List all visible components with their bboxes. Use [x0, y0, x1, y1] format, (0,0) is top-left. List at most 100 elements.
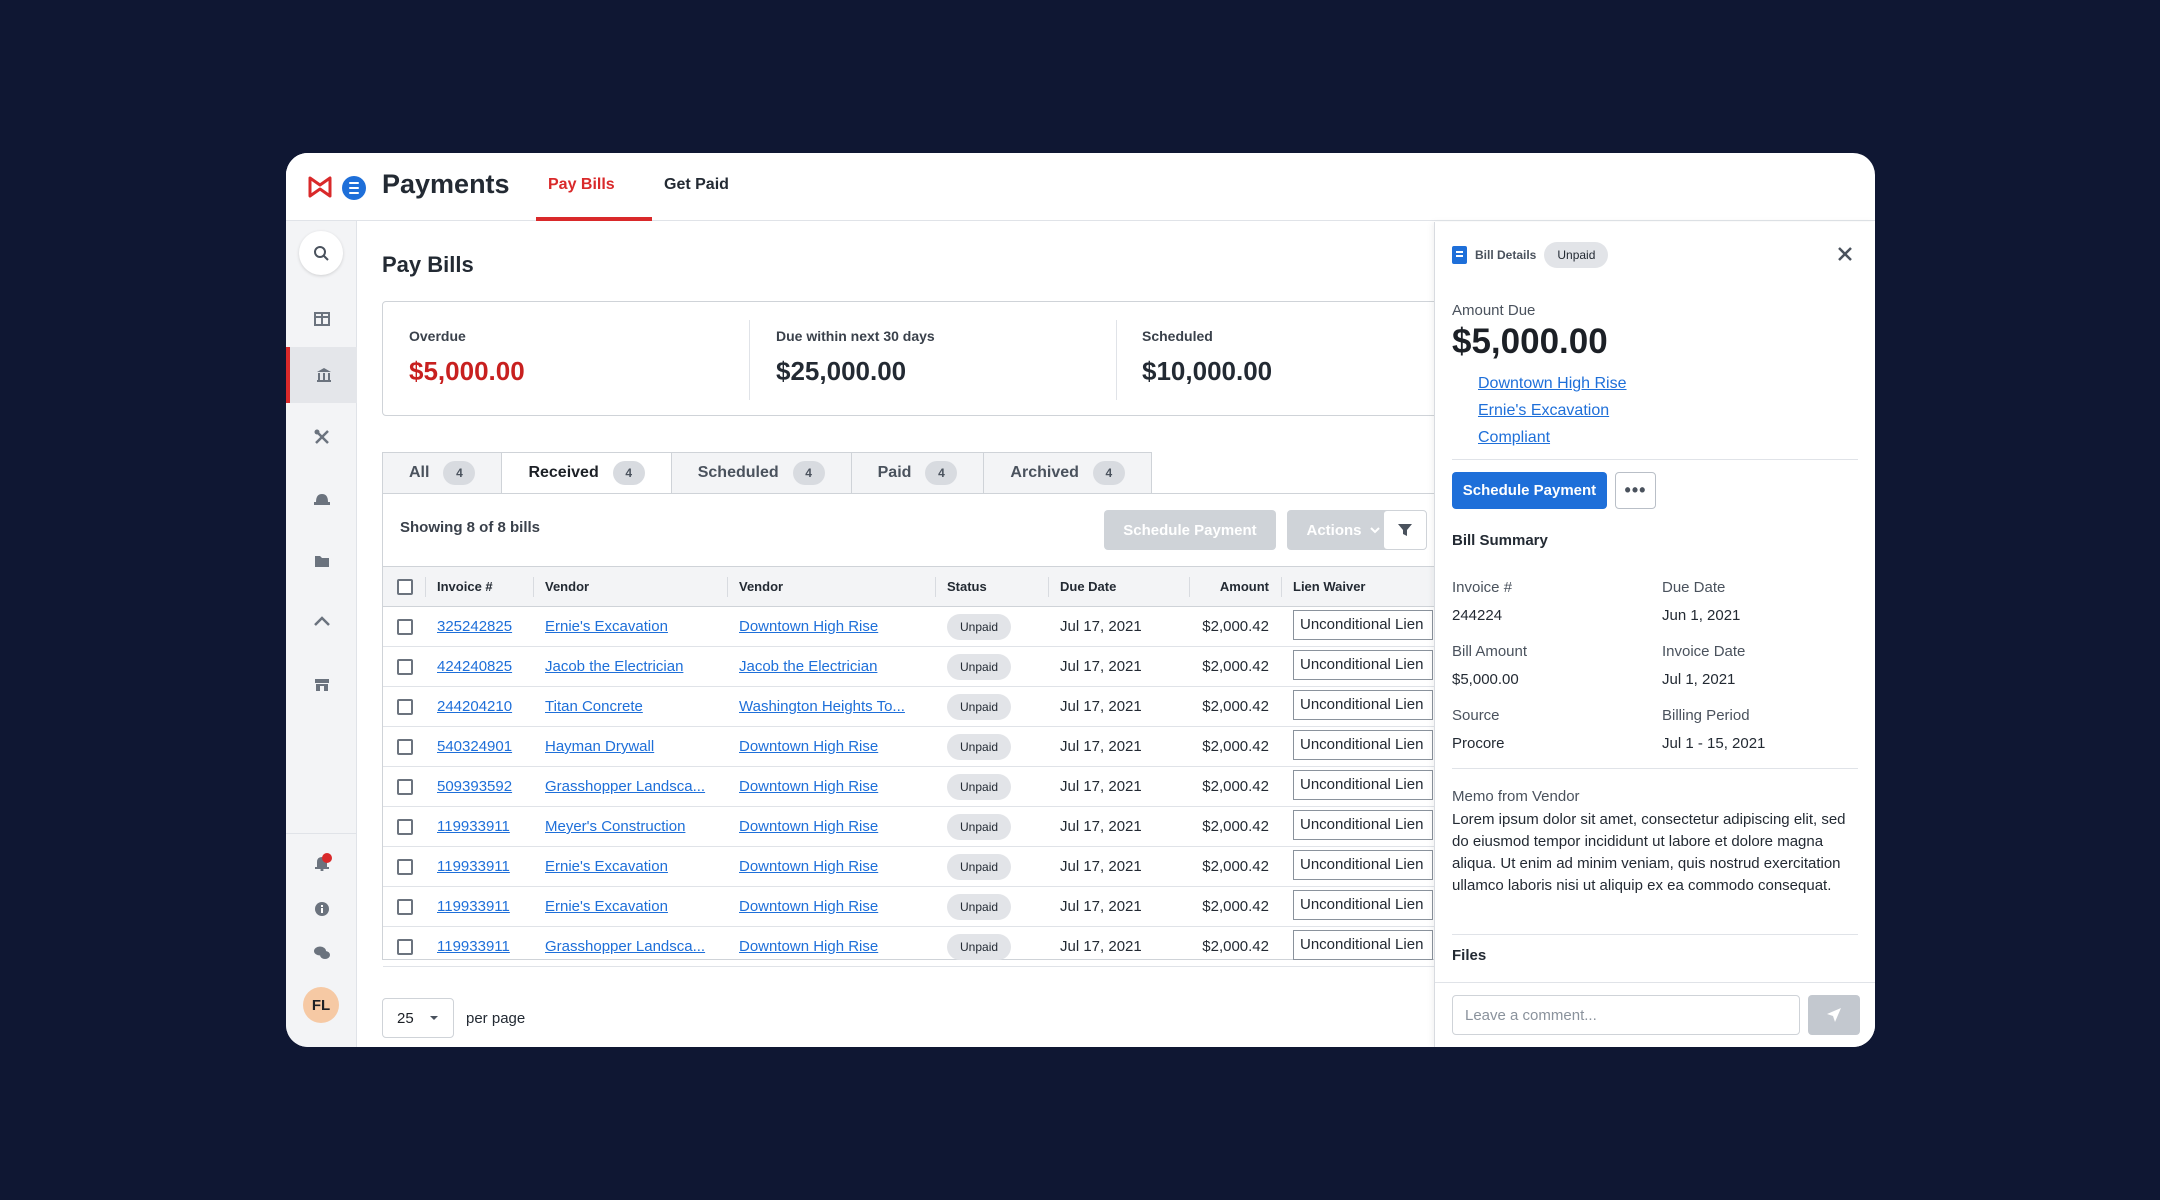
col-amount[interactable]: Amount	[1189, 566, 1281, 607]
lien-waiver-select[interactable]: Unconditional Lien	[1293, 609, 1433, 640]
due-date-cell: Jul 17, 2021	[1060, 818, 1142, 835]
comment-input[interactable]	[1452, 995, 1800, 1035]
lien-waiver-select[interactable]: Unconditional Lien	[1293, 649, 1433, 680]
tab-pay-bills[interactable]: Pay Bills	[548, 176, 615, 193]
filter-tab-received[interactable]: Received 4	[501, 452, 671, 494]
vendor-link[interactable]: Grasshopper Landsca...	[545, 778, 706, 795]
table-row[interactable]: 119933911 Meyer's Construction Downtown Hi…	[383, 807, 1721, 847]
table-row[interactable]: 244204210 Titan Concrete Washington Height…	[383, 687, 1721, 727]
col-status[interactable]: Status	[935, 566, 1048, 607]
project-link[interactable]: Downtown High Rise	[739, 898, 879, 915]
vendor-link[interactable]: Ernie's Excavation	[1478, 402, 1610, 419]
vendor-link[interactable]: Meyer's Construction	[545, 818, 686, 835]
rail-item-dashboard[interactable]	[286, 291, 357, 347]
per-page-select[interactable]: 25	[382, 998, 454, 1038]
lien-waiver-select[interactable]: Unconditional Lien	[1293, 689, 1433, 720]
user-avatar[interactable]: FL	[303, 987, 339, 1023]
rail-item-payments[interactable]	[286, 347, 357, 403]
filter-tab-all[interactable]: All 4	[382, 452, 502, 494]
filter-tab-paid[interactable]: Paid 4	[850, 452, 984, 494]
rail-item-projects[interactable]	[286, 595, 357, 651]
invoice-link[interactable]: 244204210	[437, 698, 513, 715]
col-project[interactable]: Vendor	[727, 566, 935, 607]
invoice-link[interactable]: 119933911	[437, 898, 510, 915]
project-link[interactable]: Jacob the Electrician	[739, 658, 878, 675]
schedule-payment-button[interactable]: Schedule Payment	[1452, 472, 1607, 509]
project-link[interactable]: Downtown High Rise	[739, 618, 879, 635]
row-checkbox[interactable]	[397, 899, 413, 916]
row-checkbox[interactable]	[397, 699, 413, 716]
bill-details-panel: Bill Details Unpaid Amount Due $5,000.00…	[1434, 222, 1875, 1047]
due-date-cell: Jul 17, 2021	[1060, 858, 1142, 875]
close-panel-button[interactable]	[1831, 240, 1859, 268]
lien-waiver-select[interactable]: Unconditional Lien	[1293, 929, 1433, 960]
schedule-payment-bulk-button[interactable]: Schedule Payment	[1104, 510, 1276, 550]
project-link[interactable]: Downtown High Rise	[739, 858, 879, 875]
table-row[interactable]: 509393592 Grasshopper Landsca... Downtown …	[383, 767, 1721, 807]
rail-item-help[interactable]	[286, 881, 357, 937]
col-invoice[interactable]: Invoice #	[425, 566, 533, 607]
panel-links: Downtown High Rise Ernie's Excavation Co…	[1478, 375, 1627, 447]
lien-waiver-select[interactable]: Unconditional Lien	[1293, 889, 1433, 920]
invoice-link[interactable]: 424240825	[437, 658, 513, 675]
select-all-checkbox[interactable]	[397, 578, 413, 595]
filter-tab-archived[interactable]: Archived 4	[983, 452, 1152, 494]
row-checkbox[interactable]	[397, 819, 413, 836]
col-due-date[interactable]: Due Date	[1048, 566, 1189, 607]
vendor-link[interactable]: Ernie's Excavation	[545, 858, 668, 875]
rail-item-tools[interactable]	[286, 409, 357, 465]
invoice-link[interactable]: 509393592	[437, 778, 513, 795]
invoice-link[interactable]: 119933911	[437, 938, 510, 955]
table-row[interactable]: 119933911 Ernie's Excavation Downtown High…	[383, 847, 1721, 887]
row-checkbox[interactable]	[397, 659, 413, 676]
table-row[interactable]: 325242825 Ernie's Excavation Downtown High…	[383, 607, 1721, 647]
project-link[interactable]: Downtown High Rise	[739, 778, 879, 795]
rail-item-marketplace[interactable]	[286, 657, 357, 713]
row-checkbox[interactable]	[397, 739, 413, 756]
send-comment-button[interactable]	[1808, 995, 1860, 1035]
rail-item-workforce[interactable]	[286, 471, 357, 527]
lien-waiver-select[interactable]: Unconditional Lien	[1293, 769, 1433, 800]
menu-toggle-button[interactable]	[342, 176, 366, 200]
vendor-link[interactable]: Ernie's Excavation	[545, 618, 668, 635]
row-checkbox[interactable]	[397, 859, 413, 876]
brand-logo-icon[interactable]	[308, 175, 332, 199]
actions-dropdown-button[interactable]: Actions	[1287, 510, 1399, 550]
rail-search-button[interactable]	[299, 231, 343, 275]
vendor-link[interactable]: Grasshopper Landsca...	[545, 938, 706, 955]
due-soon-amount: $25,000.00	[776, 356, 907, 386]
tab-get-paid[interactable]: Get Paid	[664, 176, 729, 193]
send-icon	[1827, 1008, 1841, 1022]
vendor-link[interactable]: Hayman Drywall	[545, 738, 655, 755]
project-link[interactable]: Downtown High Rise	[739, 738, 879, 755]
col-vendor[interactable]: Vendor	[533, 566, 727, 607]
rail-item-documents[interactable]	[286, 533, 357, 589]
more-options-button[interactable]: •••	[1615, 472, 1656, 509]
vendor-link[interactable]: Titan Concrete	[545, 698, 643, 715]
lien-waiver-select[interactable]: Unconditional Lien	[1293, 849, 1433, 880]
project-link[interactable]: Downtown High Rise	[739, 818, 879, 835]
filter-button[interactable]	[1383, 510, 1427, 550]
row-checkbox[interactable]	[397, 779, 413, 796]
rail-item-chat[interactable]	[286, 925, 357, 981]
row-checkbox[interactable]	[397, 939, 413, 956]
table-row[interactable]: 119933911 Grasshopper Landsca... Downtown …	[383, 927, 1721, 967]
lien-waiver-select[interactable]: Unconditional Lien	[1293, 809, 1433, 840]
compliance-link[interactable]: Compliant	[1478, 429, 1551, 446]
project-link[interactable]: Downtown High Rise	[1478, 375, 1627, 392]
table-row[interactable]: 424240825 Jacob the Electrician Jacob the …	[383, 647, 1721, 687]
lien-waiver-select[interactable]: Unconditional Lien	[1293, 729, 1433, 760]
vendor-link[interactable]: Jacob the Electrician	[545, 658, 684, 675]
filter-tab-scheduled[interactable]: Scheduled 4	[670, 452, 851, 494]
invoice-link[interactable]: 119933911	[437, 818, 510, 835]
invoice-link[interactable]: 325242825	[437, 618, 513, 635]
vendor-link[interactable]: Ernie's Excavation	[545, 898, 668, 915]
project-link[interactable]: Downtown High Rise	[739, 938, 879, 955]
invoice-link[interactable]: 540324901	[437, 738, 513, 755]
project-link[interactable]: Washington Heights To...	[739, 698, 905, 715]
invoice-link[interactable]: 119933911	[437, 858, 510, 875]
table-row[interactable]: 119933911 Ernie's Excavation Downtown High…	[383, 887, 1721, 927]
row-checkbox[interactable]	[397, 619, 413, 636]
close-icon	[1838, 247, 1852, 261]
table-row[interactable]: 540324901 Hayman Drywall Downtown High Ris…	[383, 727, 1721, 767]
